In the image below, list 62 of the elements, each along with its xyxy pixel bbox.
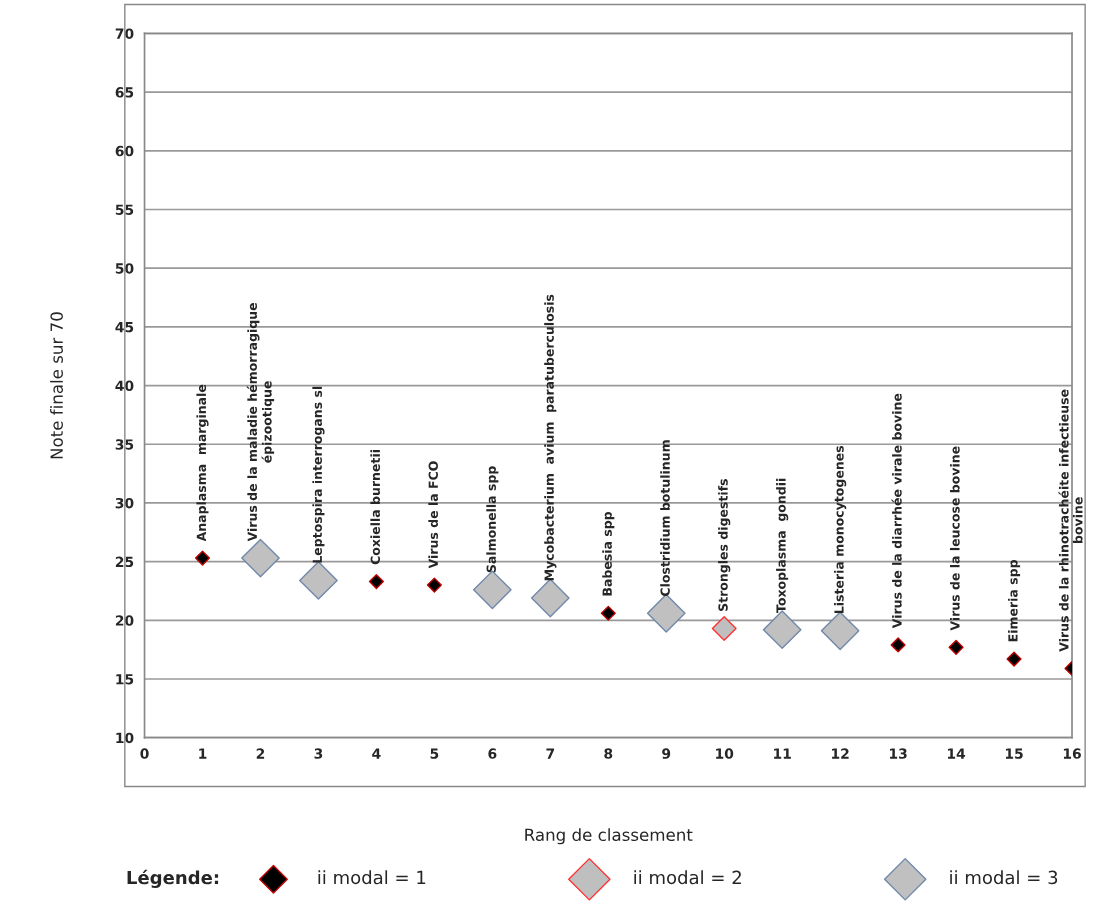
point <box>1006 651 1022 667</box>
legend-label: ii modal = 3 <box>950 870 1058 885</box>
y-tick-label: 10 <box>116 732 134 744</box>
y-tick-label: 55 <box>115 204 134 215</box>
point <box>194 550 211 566</box>
annotation: Clostridium botulinum <box>660 440 670 596</box>
point <box>948 639 964 655</box>
point <box>890 637 906 653</box>
annotation: Leptospira interrogans sl <box>312 386 325 563</box>
x-tick-label: 16 <box>1063 748 1081 759</box>
x-tick-label: 11 <box>774 748 791 759</box>
annotation: Listeria monocytogenes <box>834 445 847 614</box>
x-tick-label: 15 <box>1005 748 1023 759</box>
point <box>299 561 338 600</box>
annotation: Virus de la diarrhée virale bovine <box>891 393 902 629</box>
x-tick-label: 2 <box>256 748 265 759</box>
x-tick-label: 6 <box>488 748 497 759</box>
y-tick-label: 45 <box>115 322 134 333</box>
x-tick-label: 7 <box>546 748 555 759</box>
point <box>426 577 442 593</box>
annotation: Virus de la maladie hémorragique épizootique <box>246 303 275 542</box>
annotation: Coxiella burnetii <box>370 450 381 565</box>
x-tick-label: 14 <box>947 748 966 759</box>
y-tick-label: 15 <box>116 674 134 685</box>
y-tick-label: 60 <box>115 145 134 157</box>
x-axis-title: Rang de classement <box>525 828 693 845</box>
annotation: Toxoplasma gondii <box>776 478 789 613</box>
y-tick-label: 70 <box>115 28 134 39</box>
x-tick-label: 10 <box>716 748 734 759</box>
annotation: Mycobacterium avium paratuberculosis <box>544 294 557 581</box>
x-tick-label: 1 <box>199 748 207 759</box>
x-tick-label: 13 <box>890 748 907 759</box>
annotation: Eimeria spp <box>1007 560 1021 642</box>
y-tick-label: 65 <box>115 87 134 98</box>
annotation: Virus de la FCO <box>428 461 438 569</box>
point <box>368 573 384 590</box>
x-tick-label: 8 <box>604 748 613 759</box>
x-tick-label: 3 <box>314 748 323 759</box>
y-tick-label: 25 <box>115 556 134 568</box>
point <box>600 605 616 621</box>
y-tick-label: 20 <box>115 615 134 626</box>
x-tick-label: 9 <box>662 748 671 759</box>
y-tick-label: 50 <box>115 263 134 274</box>
point <box>820 611 860 651</box>
annotation: Strongles digestifs <box>718 479 731 611</box>
x-tick-label: 5 <box>430 748 439 759</box>
y-tick-label: 30 <box>115 497 134 509</box>
annotation: Babesia spp <box>602 511 615 596</box>
point <box>711 616 737 641</box>
annotation: Virus de la rhinotrachéite infectieuse bovine <box>1058 389 1083 652</box>
x-tick-label: 4 <box>372 748 381 759</box>
y-tick-label: 35 <box>115 439 134 450</box>
y-tick-label: 40 <box>115 380 134 392</box>
legend-label: ii modal = 2 <box>634 870 741 885</box>
x-tick-label: 12 <box>832 748 849 759</box>
legend-title: Légende: <box>127 869 219 889</box>
annotation: Anaplasma marginale <box>196 384 209 542</box>
y-axis-title: Note finale sur 70 <box>50 312 63 459</box>
x-tick-label: 0 <box>140 748 149 759</box>
annotation: Salmonella spp <box>486 466 499 573</box>
annotation: Virus de la leucose bovine <box>950 446 960 631</box>
legend-label: ii modal = 1 <box>318 870 426 885</box>
